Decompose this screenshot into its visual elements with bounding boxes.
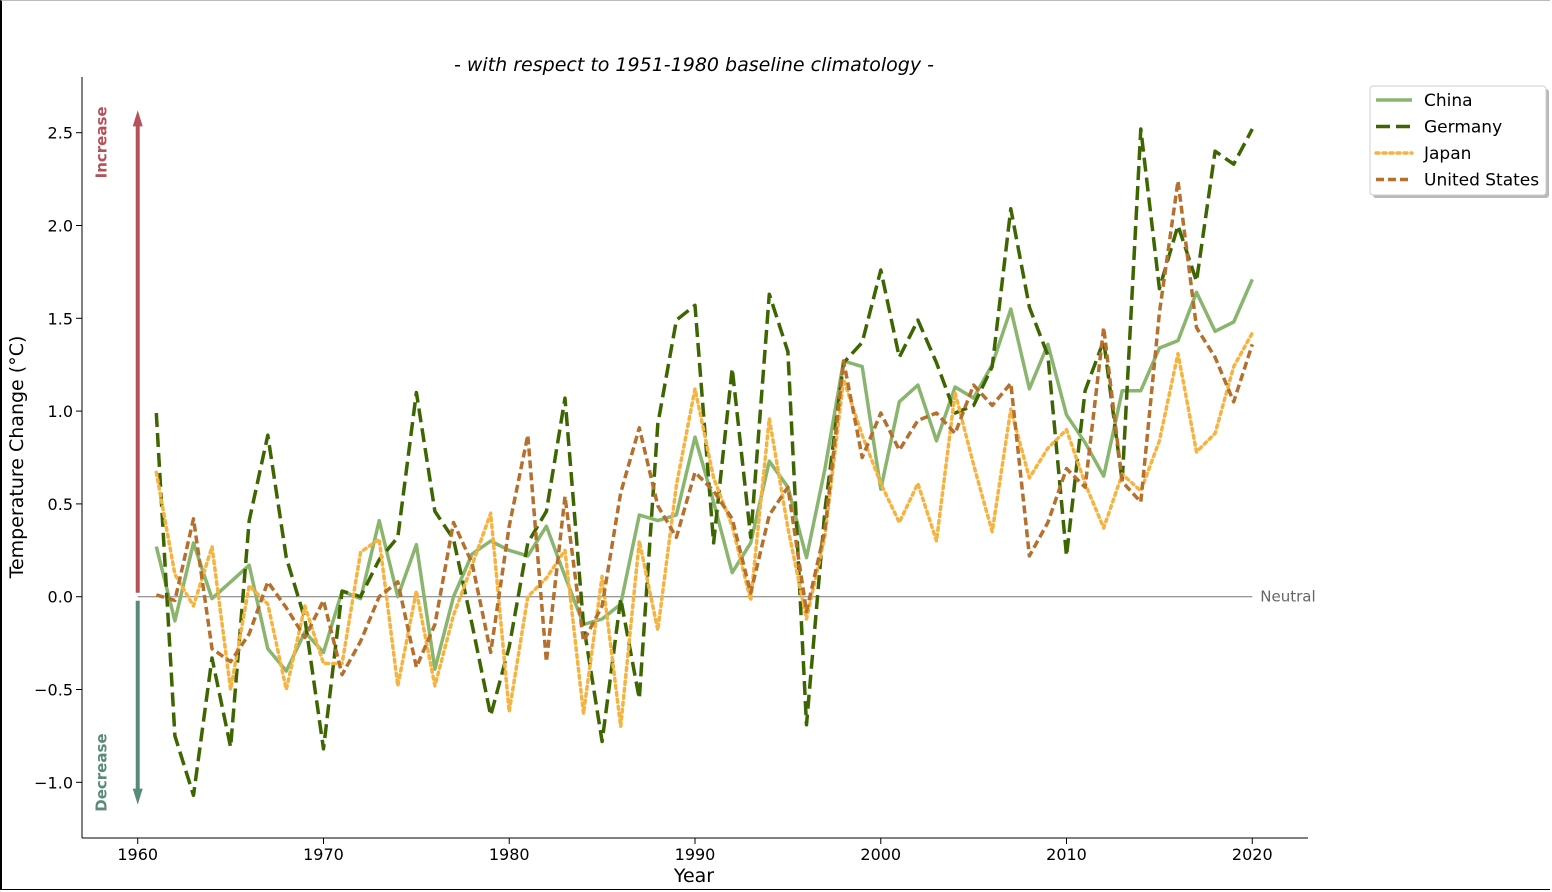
y-tick-label: 1.5 [48, 309, 73, 328]
legend-label-germany: Germany [1424, 118, 1502, 138]
y-ticks: −1.0 −0.5 0.0 0.5 1.0 1.5 2.0 2.5 [34, 124, 82, 792]
y-tick-label: 1.0 [48, 402, 73, 421]
neutral-label: Neutral [1260, 588, 1315, 606]
direction-arrows: Increase Decrease [93, 106, 143, 812]
x-tick-label: 2020 [1232, 845, 1273, 864]
legend-label-china: China [1424, 91, 1473, 111]
legend-label-japan: Japan [1423, 144, 1471, 164]
increase-arrow-head [132, 110, 143, 127]
x-ticks: 1960 1970 1980 1990 2000 2010 2020 [117, 838, 1273, 864]
legend-label-united-states: United States [1424, 171, 1539, 191]
neutral-reference: Neutral [137, 588, 1316, 606]
y-tick-label: 2.0 [48, 216, 73, 235]
legend-items: China Germany Japan United States [1374, 91, 1539, 191]
x-tick-label: 1990 [675, 845, 716, 864]
decrease-arrow-head [132, 788, 143, 805]
increase-label: Increase [93, 106, 111, 178]
x-tick-label: 1960 [117, 845, 158, 864]
x-axis-label: Year [673, 865, 714, 887]
x-tick-label: 2010 [1046, 845, 1087, 864]
series-line-united-states [155, 179, 1254, 677]
x-tick-label: 1970 [303, 845, 344, 864]
series-line-china [154, 278, 1254, 673]
y-tick-label: 0.0 [48, 588, 73, 607]
chart-title: - with respect to 1951-1980 baseline cli… [454, 54, 934, 76]
y-tick-label: −1.0 [34, 773, 73, 792]
y-tick-label: 0.5 [48, 495, 73, 514]
x-tick-label: 2000 [860, 845, 901, 864]
series-lines [154, 127, 1255, 798]
series-line-japan [154, 331, 1255, 729]
y-tick-label: 2.5 [48, 124, 73, 143]
x-tick-label: 1980 [489, 845, 530, 864]
y-tick-label: −0.5 [34, 681, 73, 700]
legend-box [1369, 85, 1547, 196]
series-line-germany [154, 127, 1254, 798]
legend: China Germany Japan United States [1369, 85, 1549, 198]
y-axis-label: Temperature Change (°C) [6, 336, 28, 580]
decrease-label: Decrease [93, 733, 111, 811]
